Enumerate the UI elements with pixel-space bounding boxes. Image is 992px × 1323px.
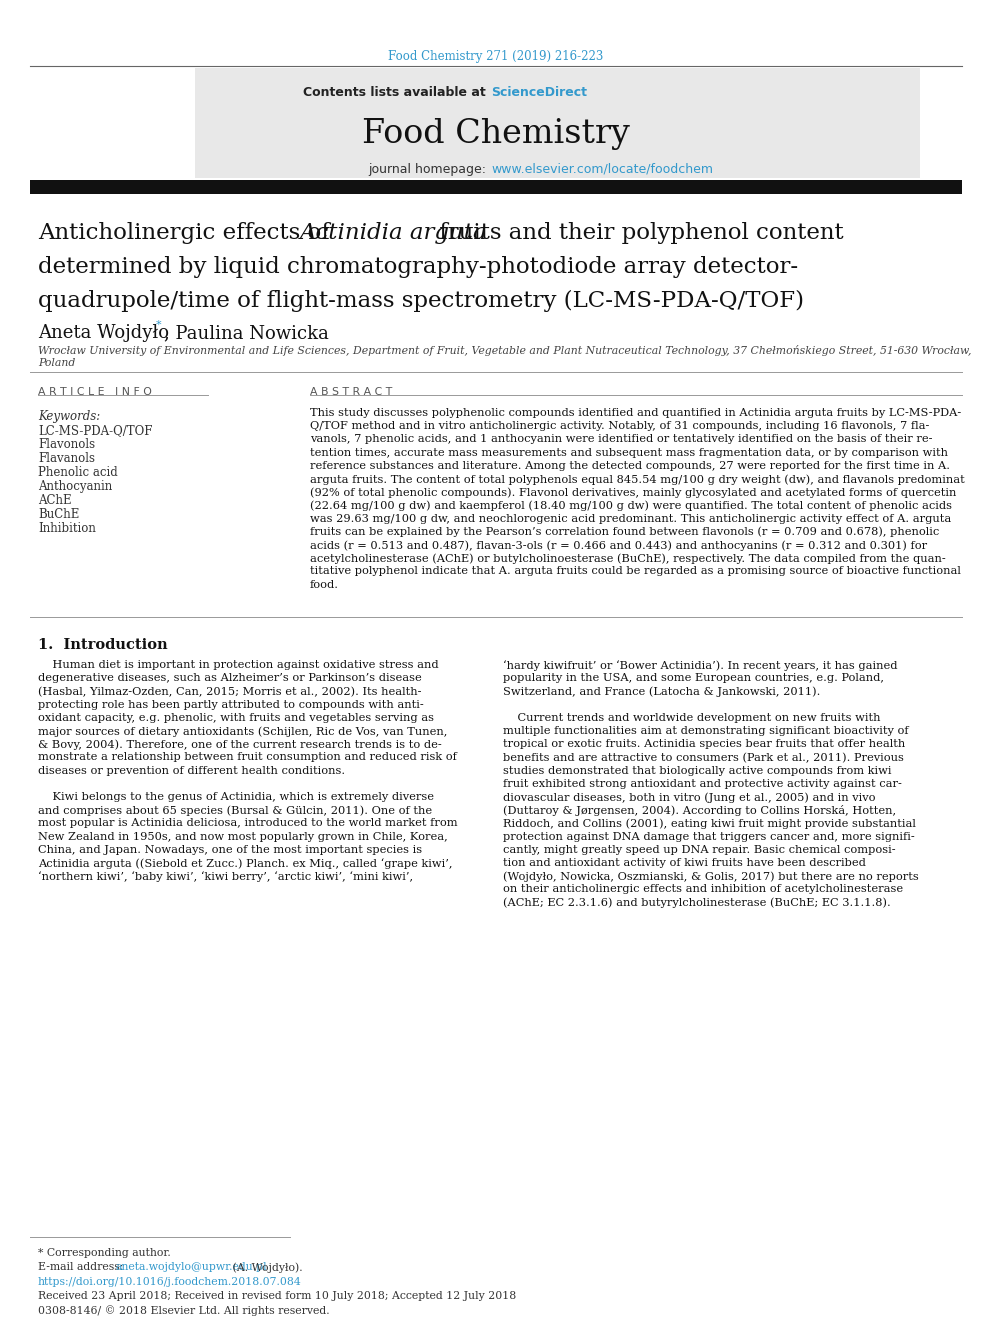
Text: & Bovy, 2004). Therefore, one of the current research trends is to de-: & Bovy, 2004). Therefore, one of the cur… — [38, 740, 441, 750]
Text: Food Chemistry 271 (2019) 216-223: Food Chemistry 271 (2019) 216-223 — [388, 50, 604, 64]
Text: Q/TOF method and in vitro anticholinergic activity. Notably, of 31 compounds, in: Q/TOF method and in vitro anticholinergi… — [310, 421, 930, 431]
Text: titative polyphenol indicate that A. arguta fruits could be regarded as a promis: titative polyphenol indicate that A. arg… — [310, 566, 961, 577]
Text: fruits and their polyphenol content: fruits and their polyphenol content — [432, 222, 843, 243]
Text: on their anticholinergic effects and inhibition of acetylcholinesterase: on their anticholinergic effects and inh… — [503, 884, 903, 894]
Text: acids (r = 0.513 and 0.487), flavan-3-ols (r = 0.466 and 0.443) and anthocyanins: acids (r = 0.513 and 0.487), flavan-3-ol… — [310, 540, 928, 550]
Text: most popular is Actinidia deliciosa, introduced to the world market from: most popular is Actinidia deliciosa, int… — [38, 819, 457, 828]
Text: multiple functionalities aim at demonstrating significant bioactivity of: multiple functionalities aim at demonstr… — [503, 726, 909, 736]
Text: Kiwi belongs to the genus of Actinidia, which is extremely diverse: Kiwi belongs to the genus of Actinidia, … — [38, 792, 434, 802]
Text: Wrocław University of Environmental and Life Sciences, Department of Fruit, Vege: Wrocław University of Environmental and … — [38, 345, 971, 356]
Text: Received 23 April 2018; Received in revised form 10 July 2018; Accepted 12 July : Received 23 April 2018; Received in revi… — [38, 1291, 516, 1301]
Text: ‘northern kiwi’, ‘baby kiwi’, ‘kiwi berry’, ‘arctic kiwi’, ‘mini kiwi’,: ‘northern kiwi’, ‘baby kiwi’, ‘kiwi berr… — [38, 872, 413, 882]
Text: monstrate a relationship between fruit consumption and reduced risk of: monstrate a relationship between fruit c… — [38, 753, 457, 762]
Text: diseases or prevention of different health conditions.: diseases or prevention of different heal… — [38, 766, 345, 775]
Text: ‘hardy kiwifruit’ or ‘Bower Actinidia’). In recent years, it has gained: ‘hardy kiwifruit’ or ‘Bower Actinidia’).… — [503, 660, 898, 671]
Text: fruits can be explained by the Pearson’s correlation found between flavonols (r : fruits can be explained by the Pearson’s… — [310, 527, 939, 537]
Text: Human diet is important in protection against oxidative stress and: Human diet is important in protection ag… — [38, 660, 438, 669]
Text: quadrupole/time of flight-mass spectrometry (LC-MS-PDA-Q/TOF): quadrupole/time of flight-mass spectrome… — [38, 290, 804, 312]
Text: vanols, 7 phenolic acids, and 1 anthocyanin were identified or tentatively ident: vanols, 7 phenolic acids, and 1 anthocya… — [310, 434, 932, 445]
Text: ScienceDirect: ScienceDirect — [491, 86, 587, 99]
Text: A R T I C L E   I N F O: A R T I C L E I N F O — [38, 388, 152, 397]
Text: protection against DNA damage that triggers cancer and, more signifi-: protection against DNA damage that trigg… — [503, 832, 915, 841]
Text: fruit exhibited strong antioxidant and protective activity against car-: fruit exhibited strong antioxidant and p… — [503, 779, 902, 789]
Text: E-mail address:: E-mail address: — [38, 1262, 127, 1271]
FancyBboxPatch shape — [30, 180, 962, 194]
Text: and comprises about 65 species (Bursal & Gülcin, 2011). One of the: and comprises about 65 species (Bursal &… — [38, 806, 433, 816]
Text: * Corresponding author.: * Corresponding author. — [38, 1248, 171, 1258]
Text: Riddoch, and Collins (2001), eating kiwi fruit might provide substantial: Riddoch, and Collins (2001), eating kiwi… — [503, 819, 916, 830]
Text: *: * — [156, 320, 162, 329]
Text: Anticholinergic effects of: Anticholinergic effects of — [38, 222, 337, 243]
Text: https://doi.org/10.1016/j.foodchem.2018.07.084: https://doi.org/10.1016/j.foodchem.2018.… — [38, 1277, 302, 1287]
Text: Phenolic acid: Phenolic acid — [38, 466, 118, 479]
Text: arguta fruits. The content of total polyphenols equal 845.54 mg/100 g dry weight: arguta fruits. The content of total poly… — [310, 474, 965, 484]
Text: New Zealand in 1950s, and now most popularly grown in Chile, Korea,: New Zealand in 1950s, and now most popul… — [38, 832, 447, 841]
Text: journal homepage:: journal homepage: — [368, 163, 490, 176]
Text: China, and Japan. Nowadays, one of the most important species is: China, and Japan. Nowadays, one of the m… — [38, 845, 423, 855]
Text: 1.  Introduction: 1. Introduction — [38, 638, 168, 652]
Text: reference substances and literature. Among the detected compounds, 27 were repor: reference substances and literature. Amo… — [310, 460, 950, 471]
Text: 0308-8146/ © 2018 Elsevier Ltd. All rights reserved.: 0308-8146/ © 2018 Elsevier Ltd. All righ… — [38, 1304, 329, 1316]
Text: (A. Wojdyło).: (A. Wojdyło). — [229, 1262, 303, 1273]
Text: www.elsevier.com/locate/foodchem: www.elsevier.com/locate/foodchem — [491, 163, 713, 176]
Text: protecting role has been partly attributed to compounds with anti-: protecting role has been partly attribut… — [38, 700, 424, 709]
Text: Keywords:: Keywords: — [38, 410, 100, 423]
Text: (Wojdyło, Nowicka, Oszmianski, & Golis, 2017) but there are no reports: (Wojdyło, Nowicka, Oszmianski, & Golis, … — [503, 872, 919, 881]
FancyBboxPatch shape — [195, 67, 920, 179]
Text: tention times, accurate mass measurements and subsequent mass fragmentation data: tention times, accurate mass measurement… — [310, 447, 948, 458]
Text: was 29.63 mg/100 g dw, and neochlorogenic acid predominant. This anticholinergic: was 29.63 mg/100 g dw, and neochlorogeni… — [310, 513, 951, 524]
Text: studies demonstrated that biologically active compounds from kiwi: studies demonstrated that biologically a… — [503, 766, 892, 775]
Text: Switzerland, and France (Latocha & Jankowski, 2011).: Switzerland, and France (Latocha & Janko… — [503, 687, 820, 697]
Text: AChE: AChE — [38, 493, 71, 507]
Text: determined by liquid chromatography-photodiode array detector-: determined by liquid chromatography-phot… — [38, 255, 799, 278]
Text: Flavanols: Flavanols — [38, 452, 95, 464]
Text: benefits and are attractive to consumers (Park et al., 2011). Previous: benefits and are attractive to consumers… — [503, 753, 904, 763]
Text: tion and antioxidant activity of kiwi fruits have been described: tion and antioxidant activity of kiwi fr… — [503, 859, 866, 868]
Text: major sources of dietary antioxidants (Schijlen, Ric de Vos, van Tunen,: major sources of dietary antioxidants (S… — [38, 726, 447, 737]
Text: Contents lists available at: Contents lists available at — [303, 86, 490, 99]
Text: Actinidia arguta: Actinidia arguta — [300, 222, 488, 243]
Text: diovascular diseases, both in vitro (Jung et al., 2005) and in vivo: diovascular diseases, both in vitro (Jun… — [503, 792, 876, 803]
Text: popularity in the USA, and some European countries, e.g. Poland,: popularity in the USA, and some European… — [503, 673, 884, 683]
Text: Inhibition: Inhibition — [38, 523, 96, 534]
Text: Actinidia arguta ((Siebold et Zucc.) Planch. ex Miq., called ‘grape kiwi’,: Actinidia arguta ((Siebold et Zucc.) Pla… — [38, 859, 452, 869]
Text: , Paulina Nowicka: , Paulina Nowicka — [164, 324, 329, 343]
Text: (22.64 mg/100 g dw) and kaempferol (18.40 mg/100 g dw) were quantified. The tota: (22.64 mg/100 g dw) and kaempferol (18.4… — [310, 500, 952, 511]
Text: (AChE; EC 2.3.1.6) and butyrylcholinesterase (BuChE; EC 3.1.1.8).: (AChE; EC 2.3.1.6) and butyrylcholineste… — [503, 897, 891, 908]
Text: degenerative diseases, such as Alzheimer’s or Parkinson’s disease: degenerative diseases, such as Alzheimer… — [38, 673, 422, 683]
Text: oxidant capacity, e.g. phenolic, with fruits and vegetables serving as: oxidant capacity, e.g. phenolic, with fr… — [38, 713, 434, 722]
Text: tropical or exotic fruits. Actinidia species bear fruits that offer health: tropical or exotic fruits. Actinidia spe… — [503, 740, 906, 749]
Text: (Duttaroy & Jørgensen, 2004). According to Collins Horská, Hotten,: (Duttaroy & Jørgensen, 2004). According … — [503, 806, 896, 816]
Text: food.: food. — [310, 579, 339, 590]
Text: A B S T R A C T: A B S T R A C T — [310, 388, 392, 397]
Text: LC-MS-PDA-Q/TOF: LC-MS-PDA-Q/TOF — [38, 423, 153, 437]
Text: aneta.wojdylo@upwr.edu.pl: aneta.wojdylo@upwr.edu.pl — [116, 1262, 268, 1271]
Text: BuChE: BuChE — [38, 508, 79, 521]
Text: (Hasbal, Yilmaz-Ozden, Can, 2015; Morris et al., 2002). Its health-: (Hasbal, Yilmaz-Ozden, Can, 2015; Morris… — [38, 687, 422, 697]
Text: acetylcholinesterase (AChE) or butylcholinoesterase (BuChE), respectively. The d: acetylcholinesterase (AChE) or butylchol… — [310, 553, 945, 564]
Text: cantly, might greatly speed up DNA repair. Basic chemical composi-: cantly, might greatly speed up DNA repai… — [503, 845, 896, 855]
Text: Anthocyanin: Anthocyanin — [38, 480, 112, 493]
Text: This study discusses polyphenolic compounds identified and quantified in Actinid: This study discusses polyphenolic compou… — [310, 407, 961, 418]
Text: Aneta Wojdyło: Aneta Wojdyło — [38, 324, 169, 343]
Text: Poland: Poland — [38, 359, 75, 368]
Text: Current trends and worldwide development on new fruits with: Current trends and worldwide development… — [503, 713, 881, 722]
Text: Food Chemistry: Food Chemistry — [362, 118, 630, 149]
Text: (92% of total phenolic compounds). Flavonol derivatives, mainly glycosylated and: (92% of total phenolic compounds). Flavo… — [310, 487, 956, 497]
Text: Flavonols: Flavonols — [38, 438, 95, 451]
